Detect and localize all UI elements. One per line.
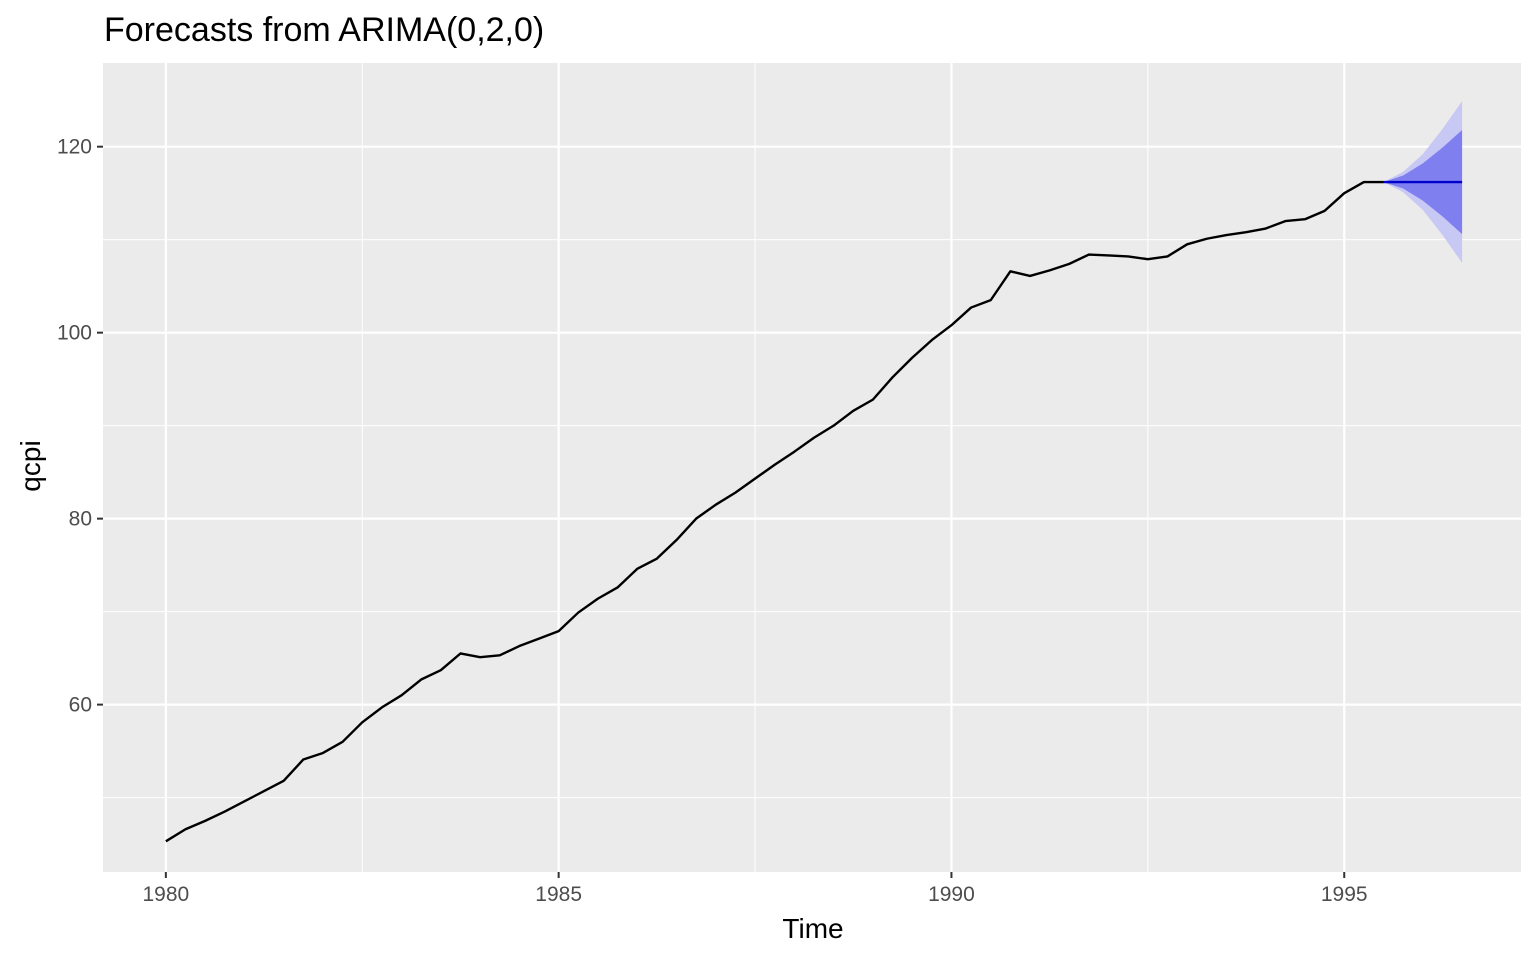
axes: 1980 1985 1990 1995 60 80 100 120 [57, 136, 1368, 906]
series-lines [165, 180, 1463, 843]
y-axis-title: qcpi [15, 440, 46, 491]
y-tick-label: 100 [57, 322, 92, 345]
y-tick-label: 80 [69, 508, 92, 531]
plot-panel [103, 63, 1521, 872]
x-tick-label: 1980 [142, 883, 189, 906]
chart-title: Forecasts from ARIMA(0,2,0) [104, 11, 544, 49]
y-tick-label: 60 [69, 694, 92, 717]
gridlines [103, 63, 1521, 872]
x-tick-label: 1985 [535, 883, 582, 906]
x-tick-label: 1995 [1321, 883, 1368, 906]
observed-series-line [165, 180, 1384, 843]
x-tick-label: 1990 [928, 883, 975, 906]
y-tick-label: 120 [57, 136, 92, 159]
x-axis-title: Time [782, 913, 843, 944]
